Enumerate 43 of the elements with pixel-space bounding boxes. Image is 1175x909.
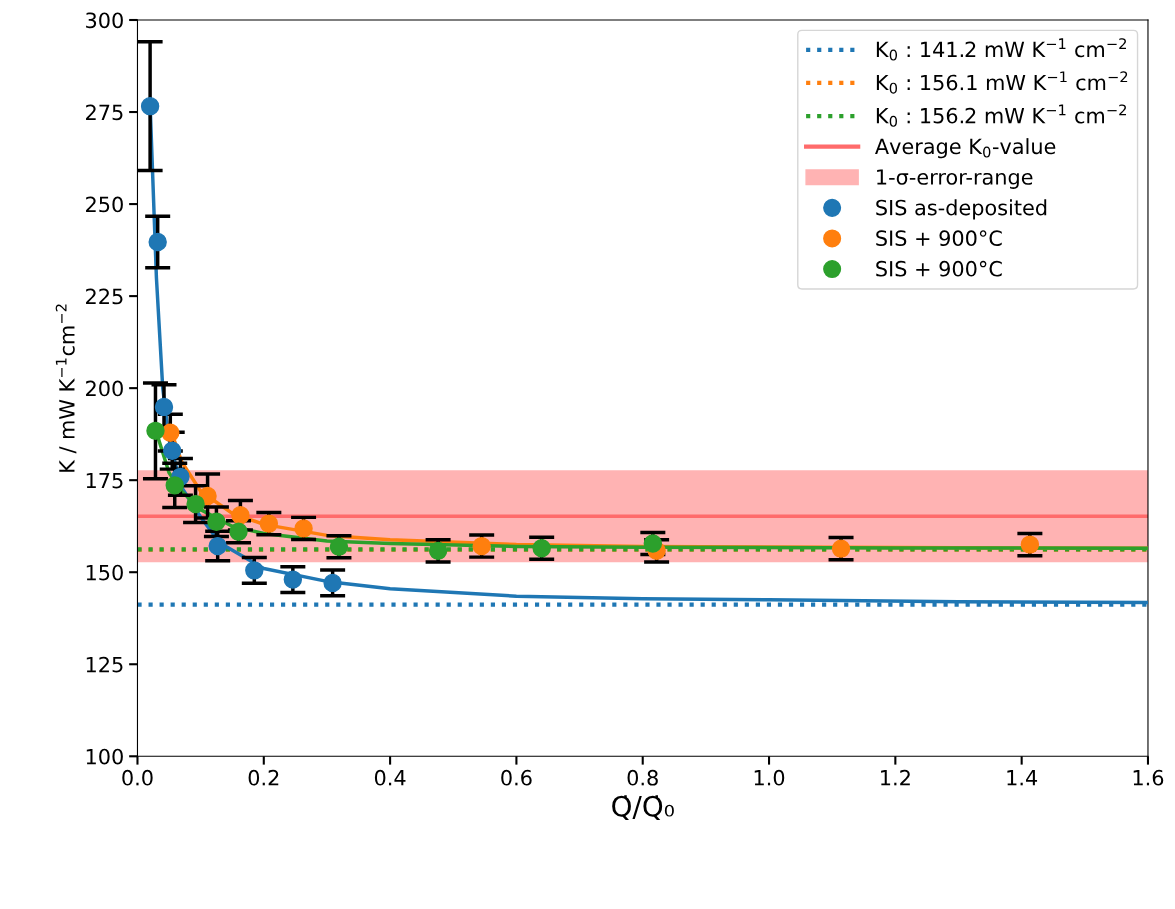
x-tick-label: 0.4 [374, 769, 406, 786]
x-tick-label: 1.4 [1007, 770, 1038, 786]
point [154, 397, 174, 417]
point [148, 232, 167, 252]
y-tick-label: 125 [86, 656, 123, 673]
x-tick-label: 1.6 [1133, 769, 1164, 786]
legend-label: SIS + 900°C [876, 260, 1002, 277]
point [294, 519, 313, 538]
point [207, 512, 226, 531]
point [208, 536, 227, 556]
point [146, 421, 165, 441]
point [283, 570, 303, 589]
x-tick-label: 0.8 [627, 769, 658, 786]
legend-label: 1-σ-error-range [877, 169, 1033, 189]
point [165, 476, 184, 495]
point [231, 505, 250, 525]
point [140, 96, 160, 116]
legend-label: K$_{0}$ : 156.1 mW K$^{−1}$ cm$^{−2}$ [876, 71, 1128, 94]
y-axis-title: K / mW K$^{−1}$cm$^{−2}$ [55, 304, 77, 472]
x-tick-label: 0.6 [501, 769, 532, 786]
legend-label: K$_{0}$ : 156.2 mW K$^{−1}$ cm$^{−2}$ [876, 104, 1126, 127]
point [186, 494, 205, 514]
y-tick-label: 150 [86, 564, 123, 581]
legend-label: SIS + 900°C [876, 230, 1002, 247]
y-tick-label: 225 [86, 288, 123, 305]
point [245, 561, 264, 580]
legend-label: K$_{0}$ : 141.2 mW K$^{−1}$ cm$^{−2}$ [876, 38, 1126, 61]
x-tick-label: 1.0 [754, 769, 785, 786]
y-tick-label: 200 [86, 380, 123, 397]
x-tick-label: 0.2 [248, 769, 279, 786]
y-tick-label: 100 [86, 748, 123, 765]
legend-label: Average K$_{0}$-value [875, 138, 1056, 159]
y-tick-label: 175 [86, 472, 123, 489]
x-tick-label: 0.0 [122, 769, 153, 786]
y-tick-label: 300 [86, 12, 123, 29]
point [229, 522, 248, 541]
point [163, 441, 182, 460]
y-tick-label: 275 [86, 104, 123, 121]
x-tick-label: 1.2 [881, 769, 910, 786]
y-tick-label: 250 [86, 196, 123, 213]
x-axis-title: Q̇/Q̇₀ [612, 795, 674, 820]
point [323, 573, 342, 593]
legend-label: SIS as-deposited [876, 199, 1047, 220]
